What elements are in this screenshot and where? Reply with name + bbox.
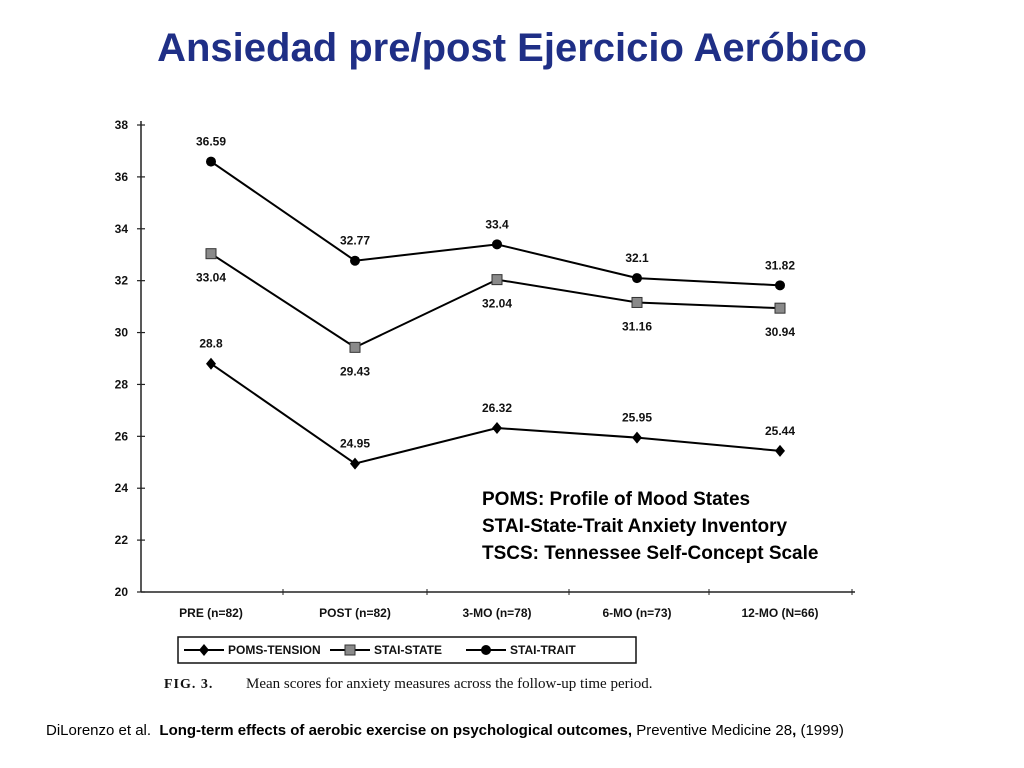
data-label: 25.44 [765,424,795,438]
citation-comma: , [792,722,797,739]
point-stai-trait [350,255,360,266]
point-stai-trait [775,280,785,291]
x-tick-label: 12-MO (N=66) [741,606,818,620]
data-label: 28.8 [199,337,223,351]
chart-svg: 20 22 24 26 28 30 32 34 36 38 PRE (n=82) POST (n=82… [115,118,855,692]
point-poms-tension [775,444,785,457]
citation-year: (1999) [800,722,844,739]
point-stai-trait [632,273,642,284]
legend-box [177,636,637,664]
point-poms-tension [206,357,216,370]
citation: DiLorenzo et al. Long-term effects of ae… [46,722,986,739]
y-tick-label: 30 [115,326,129,340]
data-label: 33.4 [485,217,509,231]
y-tick-label: 26 [115,429,129,443]
figure-label: FIG. 3. [164,677,213,692]
data-label: 32.04 [482,297,512,311]
point-stai-trait [206,156,216,167]
y-tick-label: 32 [115,274,129,288]
y-tick-label: 28 [115,377,129,391]
legend-marker [344,644,356,656]
legend-label: STAI-STATE [374,643,442,657]
data-label: 30.94 [765,325,795,339]
x-tick-label: PRE (n=82) [179,606,243,620]
y-tick-label: 20 [115,585,129,599]
data-label: 33.04 [196,271,226,285]
data-label: 26.32 [482,401,512,415]
data-label: 31.16 [622,319,652,333]
data-label: 29.43 [340,364,370,378]
data-label: 32.1 [625,251,649,265]
line-chart: 20 22 24 26 28 30 32 34 36 38 PRE (n=82) POST (n=82… [100,108,900,708]
point-stai-state [491,274,503,286]
data-label: 24.95 [340,437,370,451]
point-poms-tension [632,431,642,444]
point-stai-state [631,296,643,308]
legend-marker [481,645,491,655]
y-tick-label: 38 [115,118,129,132]
figure-caption: Mean scores for anxiety measures across … [246,676,653,692]
slide-title: Ansiedad pre/post Ejercicio Aeróbico [157,26,867,70]
data-label: 36.59 [196,135,226,149]
citation-authors: DiLorenzo et al. [46,722,152,739]
point-stai-state [774,302,786,314]
y-tick-label: 22 [115,533,129,547]
legend-label: STAI-TRAIT [510,643,576,657]
y-tick-label: 34 [115,222,129,236]
note-stai: STAI-State-Trait Anxiety Inventory [482,516,788,537]
point-stai-trait [492,239,502,250]
abbreviations-note: POMS: Profile of Mood States STAI-State-… [482,486,818,567]
legend-marker [199,644,209,656]
citation-article: Long-term effects of aerobic exercise on… [159,722,633,739]
y-tick-label: 24 [115,481,129,495]
x-tick-label: POST (n=82) [319,606,391,620]
point-stai-state [349,341,361,353]
point-poms-tension [492,422,502,435]
point-poms-tension [350,457,360,470]
note-poms: POMS: Profile of Mood States [482,489,751,510]
x-tick-label: 3-MO (n=78) [462,606,531,620]
point-stai-state [205,248,217,260]
x-tick-label: 6-MO (n=73) [602,606,671,620]
data-label: 25.95 [622,411,652,425]
data-label: 31.82 [765,258,795,272]
citation-journal: Preventive Medicine 28 [636,722,793,739]
data-label: 32.77 [340,234,370,248]
legend-label: POMS-TENSION [228,643,321,657]
note-tscs: TSCS: Tennessee Self-Concept Scale [482,543,819,564]
y-tick-label: 36 [115,170,129,184]
